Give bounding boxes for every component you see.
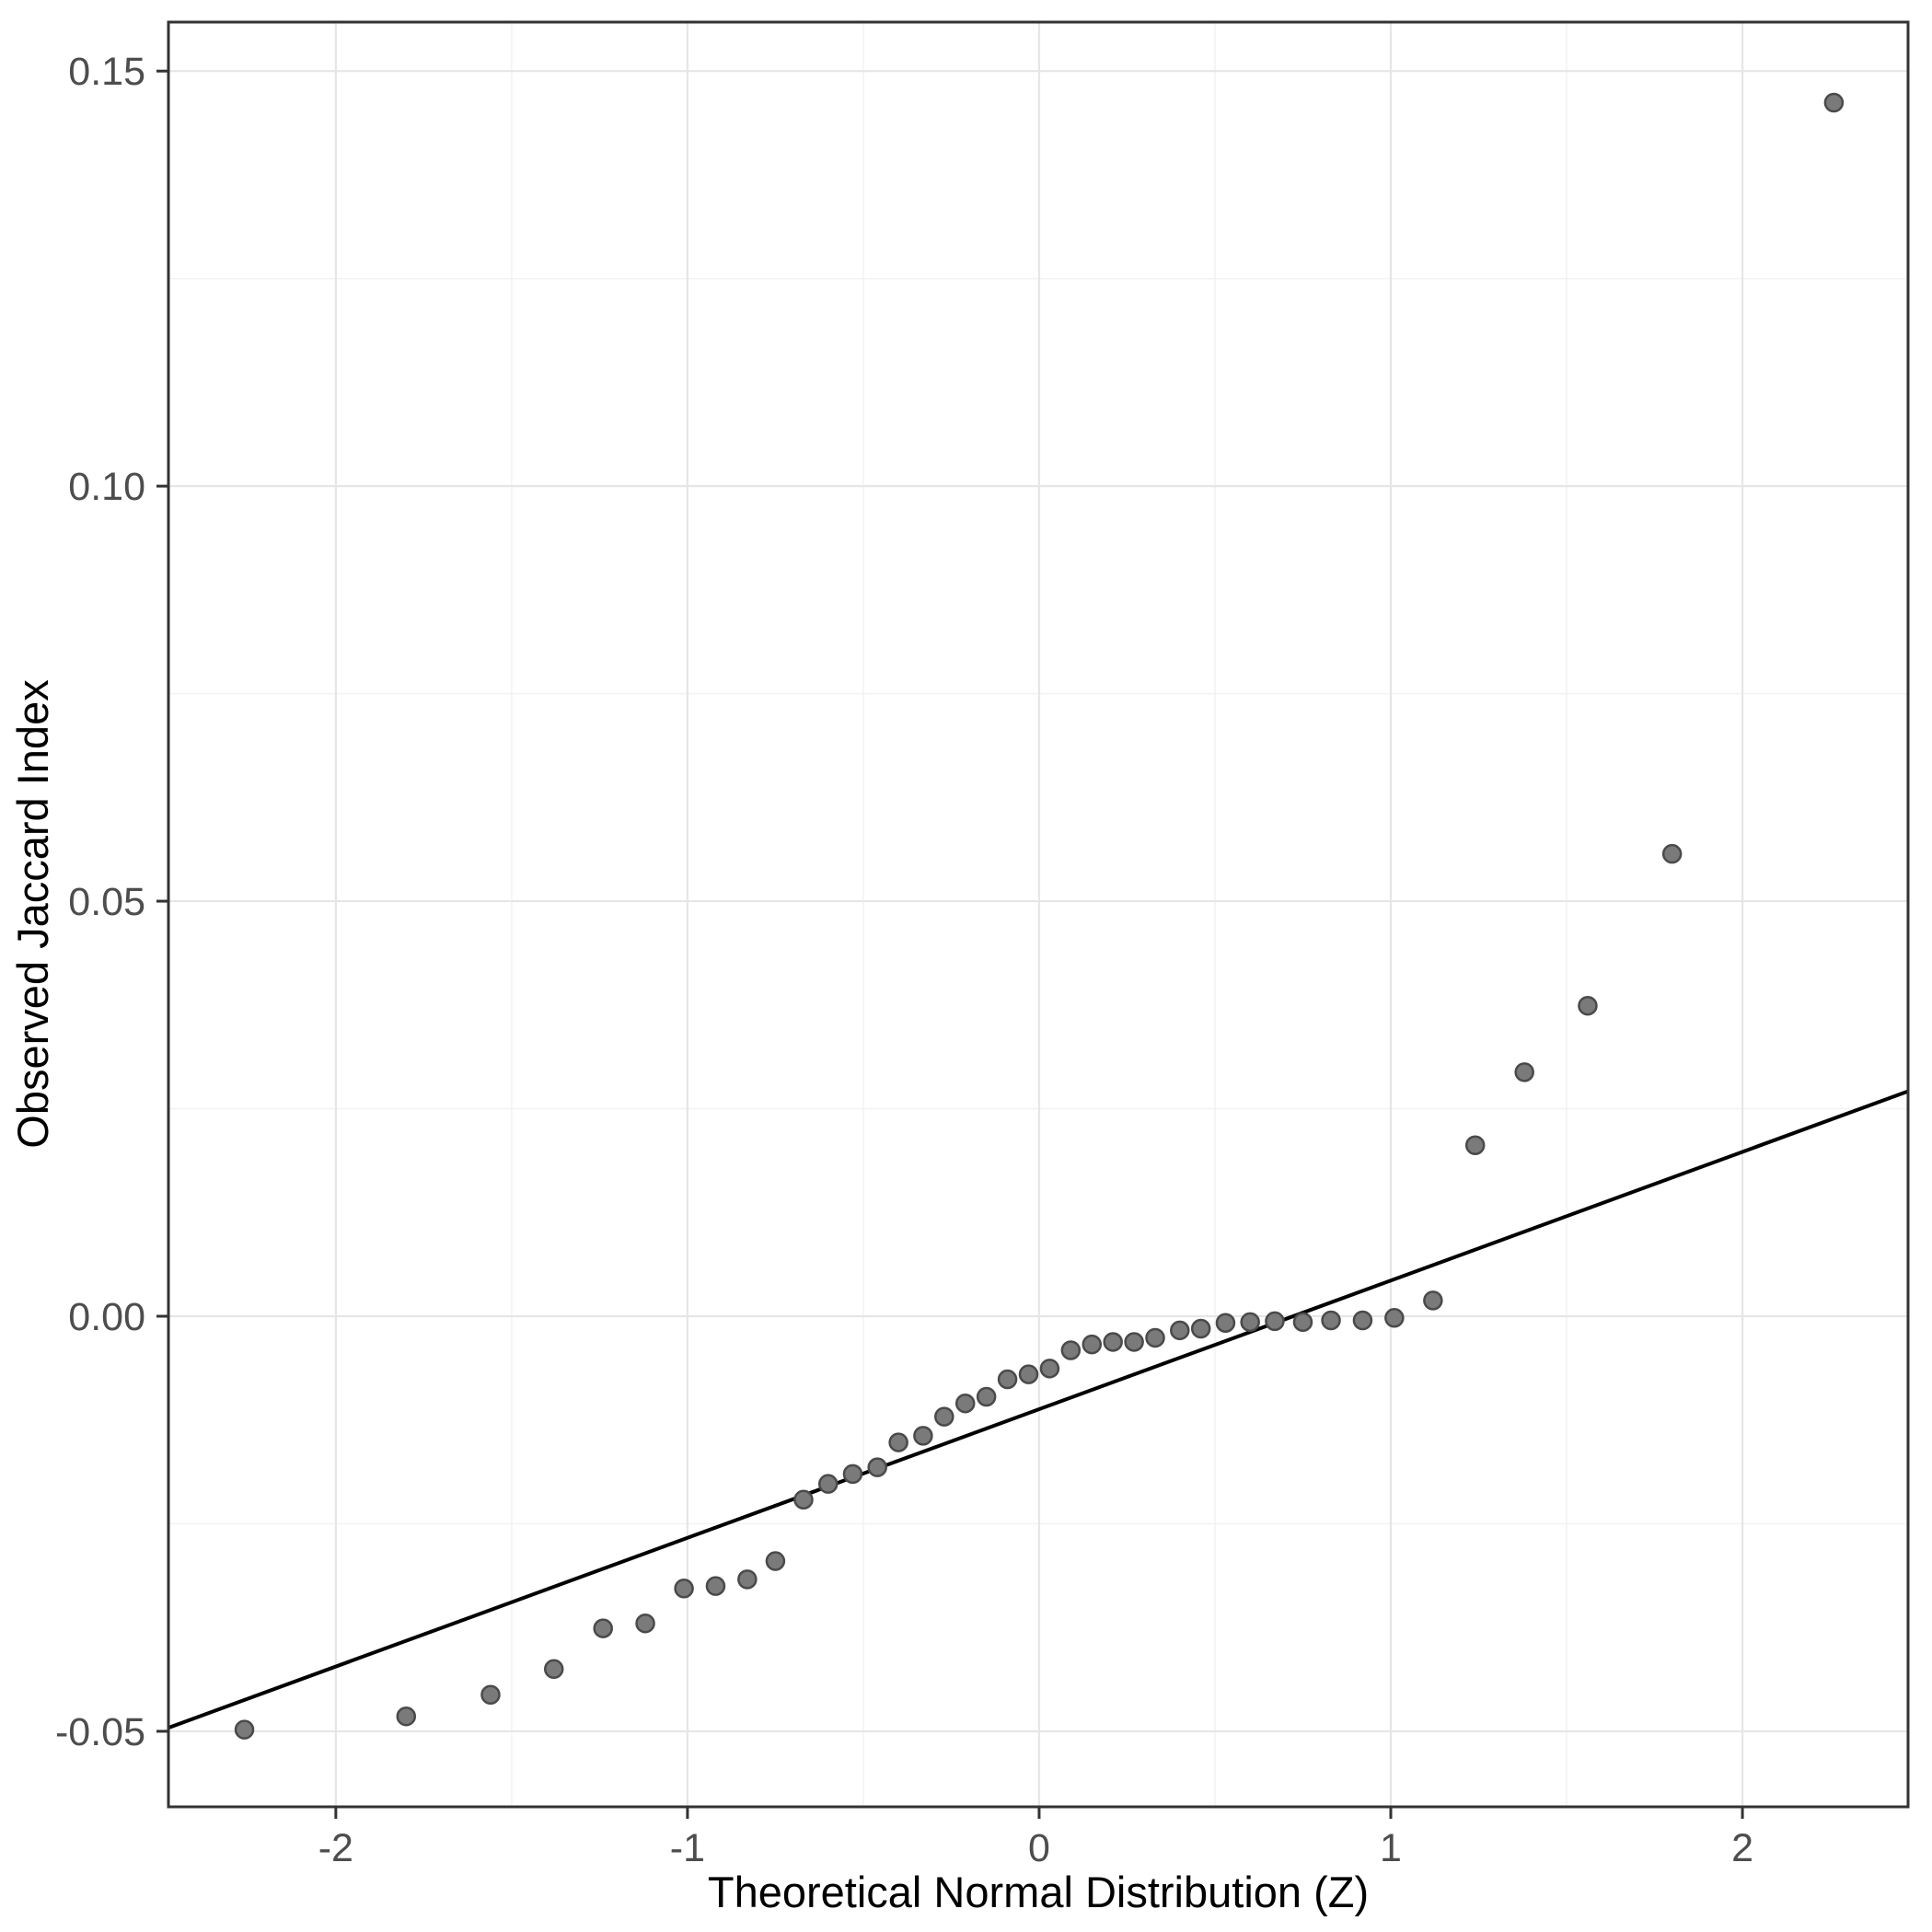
data-point bbox=[954, 1393, 976, 1414]
x-axis-tick-label: 1 bbox=[1380, 1826, 1402, 1870]
data-point bbox=[1215, 1313, 1236, 1333]
data-point bbox=[543, 1659, 564, 1680]
y-axis-tick-label: 0.05 bbox=[68, 880, 145, 924]
y-axis-title: Observed Jaccard Index bbox=[8, 679, 57, 1148]
data-point bbox=[1060, 1340, 1082, 1360]
data-point bbox=[1423, 1290, 1443, 1311]
data-point bbox=[480, 1684, 501, 1705]
data-point bbox=[705, 1576, 726, 1596]
data-point bbox=[1514, 1062, 1534, 1082]
x-axis-tick-label: 0 bbox=[1028, 1826, 1050, 1870]
x-axis-tick-label: -1 bbox=[670, 1826, 705, 1870]
data-point bbox=[1103, 1332, 1123, 1352]
data-point bbox=[1018, 1364, 1039, 1384]
qq-reference-line bbox=[168, 1089, 1909, 1730]
data-point bbox=[976, 1386, 997, 1407]
y-axis-tick-label: 0.10 bbox=[68, 465, 145, 509]
data-point bbox=[1661, 843, 1683, 864]
data-point bbox=[1384, 1308, 1405, 1328]
data-point bbox=[817, 1474, 839, 1494]
data-point bbox=[1464, 1135, 1486, 1155]
data-point bbox=[913, 1426, 933, 1446]
data-point bbox=[1082, 1334, 1103, 1355]
data-point bbox=[1240, 1312, 1260, 1333]
data-point bbox=[1124, 1332, 1144, 1352]
data-point bbox=[765, 1551, 786, 1571]
data-point bbox=[674, 1579, 694, 1599]
data-point bbox=[1321, 1310, 1341, 1331]
data-point bbox=[1292, 1312, 1313, 1333]
data-point bbox=[1039, 1359, 1060, 1379]
plot-panel: -2 -1 0 1 2 -0.05 0.00 0.05 0.10 0.15 bbox=[55, 20, 1910, 1870]
x-axis-title: Theoretical Normal Distribution (Z) bbox=[708, 1868, 1369, 1916]
data-point bbox=[997, 1369, 1018, 1390]
data-point bbox=[1352, 1310, 1373, 1331]
data-point bbox=[1265, 1311, 1285, 1332]
data-point bbox=[396, 1706, 417, 1727]
data-point bbox=[234, 1719, 255, 1740]
y-axis-tick-label: -0.05 bbox=[55, 1710, 145, 1754]
y-axis-tick-label: 0.15 bbox=[68, 50, 145, 94]
data-point bbox=[888, 1432, 908, 1452]
data-point bbox=[1170, 1320, 1190, 1341]
data-point bbox=[635, 1613, 655, 1634]
data-point bbox=[1190, 1318, 1211, 1339]
x-axis-tick-label: -2 bbox=[318, 1826, 353, 1870]
data-point bbox=[737, 1569, 758, 1590]
y-axis-tick-label: 0.00 bbox=[68, 1295, 145, 1339]
data-point bbox=[842, 1463, 863, 1485]
data-point bbox=[793, 1489, 814, 1510]
data-point bbox=[1145, 1327, 1165, 1348]
x-axis-tick-label: 2 bbox=[1731, 1826, 1753, 1870]
data-point bbox=[934, 1406, 954, 1427]
data-point bbox=[1823, 92, 1845, 113]
data-point bbox=[867, 1457, 887, 1477]
data-point bbox=[1578, 995, 1598, 1016]
data-point bbox=[593, 1618, 613, 1638]
